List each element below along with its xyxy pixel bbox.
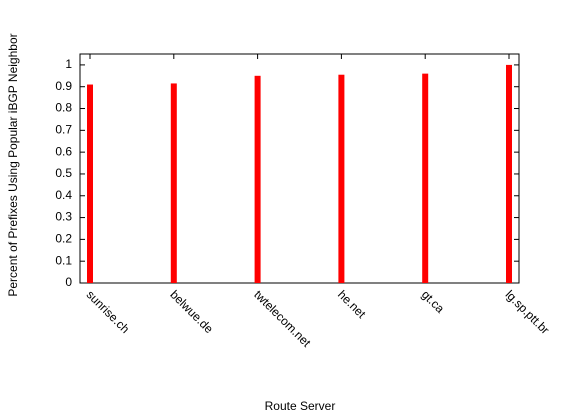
y-tick-label: 0.4 (55, 188, 72, 202)
y-tick-label: 0.6 (55, 144, 72, 158)
y-tick-label: 0.8 (55, 101, 72, 115)
y-tick-label: 0.1 (55, 253, 72, 267)
y-tick-label: 0.7 (55, 123, 72, 137)
x-tick-label: gt.ca (419, 287, 448, 316)
x-axis-label: Route Server (265, 399, 336, 413)
y-axis-label: Percent of Prefixes Using Popular iBGP N… (6, 33, 20, 296)
bar (338, 74, 345, 283)
bar (87, 84, 93, 284)
bar (422, 73, 429, 283)
y-tick-label: 0.9 (55, 79, 72, 93)
x-tick-label: belwue.de (167, 287, 216, 336)
y-tick-label: 0 (65, 275, 72, 289)
bar (254, 75, 261, 283)
bar (170, 83, 177, 283)
x-tick-label: twtelecom.net (251, 287, 314, 350)
plot-frame (79, 53, 520, 284)
y-tick-label: 0.3 (55, 210, 72, 224)
x-tick-label: he.net (335, 287, 369, 321)
y-tick-label: 0.5 (55, 166, 72, 180)
y-tick-label: 0.2 (55, 232, 72, 246)
x-tick-label: sunrise.ch (84, 287, 133, 336)
y-tick-label: 1 (65, 57, 72, 71)
bar (506, 64, 512, 284)
x-tick-label: lg.sp.ptt.br (503, 287, 553, 337)
